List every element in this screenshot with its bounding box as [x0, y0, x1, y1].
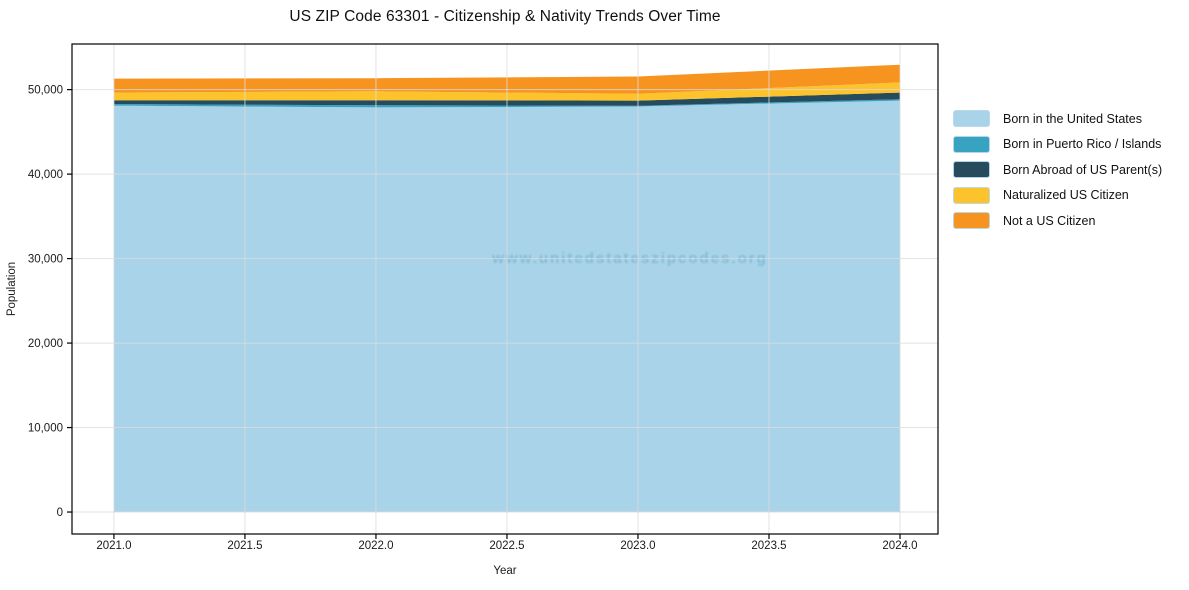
y-tick-label: 20,000 — [28, 338, 63, 350]
x-tick-label: 2023.0 — [620, 540, 655, 552]
legend-label: Born in Puerto Rico / Islands — [1003, 137, 1162, 151]
y-tick-label: 50,000 — [28, 85, 63, 97]
legend-label: Not a US Citizen — [1003, 213, 1096, 228]
x-tick-label: 2024.0 — [882, 540, 917, 552]
legend-item-0: Born in the United States — [953, 110, 1162, 127]
y-tick-label: 10,000 — [28, 423, 63, 435]
legend-label: Naturalized US Citizen — [1003, 188, 1129, 202]
legend-item-1: Born in Puerto Rico / Islands — [953, 135, 1162, 153]
chart-title: US ZIP Code 63301 - Citizenship & Nativi… — [289, 8, 721, 25]
legend-swatch — [953, 135, 990, 153]
x-axis-label: Year — [493, 565, 516, 577]
y-tick-label: 0 — [57, 507, 63, 519]
axes-frame — [71, 43, 939, 535]
area-series-1 — [113, 99, 900, 108]
x-tick-label: 2023.5 — [751, 540, 786, 552]
y-axis-label: Population — [6, 262, 18, 316]
legend-swatch — [953, 161, 990, 178]
legend-swatch — [953, 186, 990, 204]
legend: Born in the United States Born in Puerto … — [953, 110, 1162, 238]
area-series-2 — [113, 92, 900, 106]
y-tick-label: 40,000 — [28, 169, 63, 181]
legend-item-4: Not a US Citizen — [953, 212, 1162, 229]
x-tick-label: 2021.5 — [227, 540, 262, 552]
legend-swatch — [953, 212, 990, 229]
legend-label: Born in the United States — [1003, 111, 1142, 126]
legend-item-2: Born Abroad of US Parent(s) — [953, 161, 1162, 178]
legend-item-3: Naturalized US Citizen — [953, 186, 1162, 204]
legend-swatch — [953, 110, 990, 127]
x-tick-label: 2022.5 — [489, 540, 524, 552]
y-tick-label: 30,000 — [28, 254, 63, 266]
x-tick-label: 2022.0 — [358, 540, 393, 552]
x-tick-label: 2021.0 — [96, 540, 131, 552]
legend-label: Born Abroad of US Parent(s) — [1003, 162, 1163, 177]
area-series-3 — [113, 82, 900, 101]
